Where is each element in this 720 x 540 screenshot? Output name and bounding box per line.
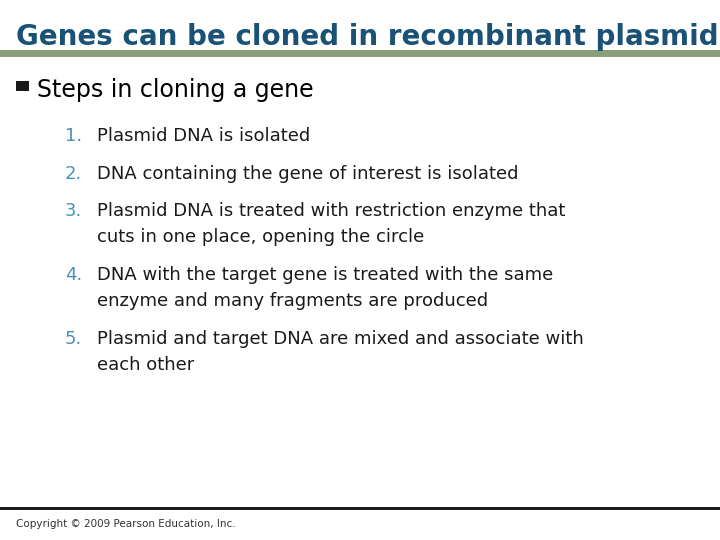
Text: Plasmid and target DNA are mixed and associate with: Plasmid and target DNA are mixed and ass… [97, 330, 584, 348]
Text: 3.: 3. [65, 202, 82, 220]
Text: cuts in one place, opening the circle: cuts in one place, opening the circle [97, 228, 425, 246]
Text: DNA with the target gene is treated with the same: DNA with the target gene is treated with… [97, 266, 554, 284]
Text: 2.: 2. [65, 165, 82, 183]
Text: DNA containing the gene of interest is isolated: DNA containing the gene of interest is i… [97, 165, 518, 183]
Text: Plasmid DNA is treated with restriction enzyme that: Plasmid DNA is treated with restriction … [97, 202, 566, 220]
Text: 1.: 1. [65, 127, 82, 145]
Text: Steps in cloning a gene: Steps in cloning a gene [37, 78, 314, 102]
Bar [0, 507, 720, 510]
Text: Genes can be cloned in recombinant plasmids: Genes can be cloned in recombinant plasm… [16, 23, 720, 51]
Bar [0, 50, 720, 57]
Text: each other: each other [97, 356, 194, 374]
Text: 5.: 5. [65, 330, 82, 348]
Text: Copyright © 2009 Pearson Education, Inc.: Copyright © 2009 Pearson Education, Inc. [16, 519, 235, 530]
Text: enzyme and many fragments are produced: enzyme and many fragments are produced [97, 292, 488, 310]
Text: 4.: 4. [65, 266, 82, 284]
Bar [16, 81, 29, 91]
Text: Plasmid DNA is isolated: Plasmid DNA is isolated [97, 127, 310, 145]
